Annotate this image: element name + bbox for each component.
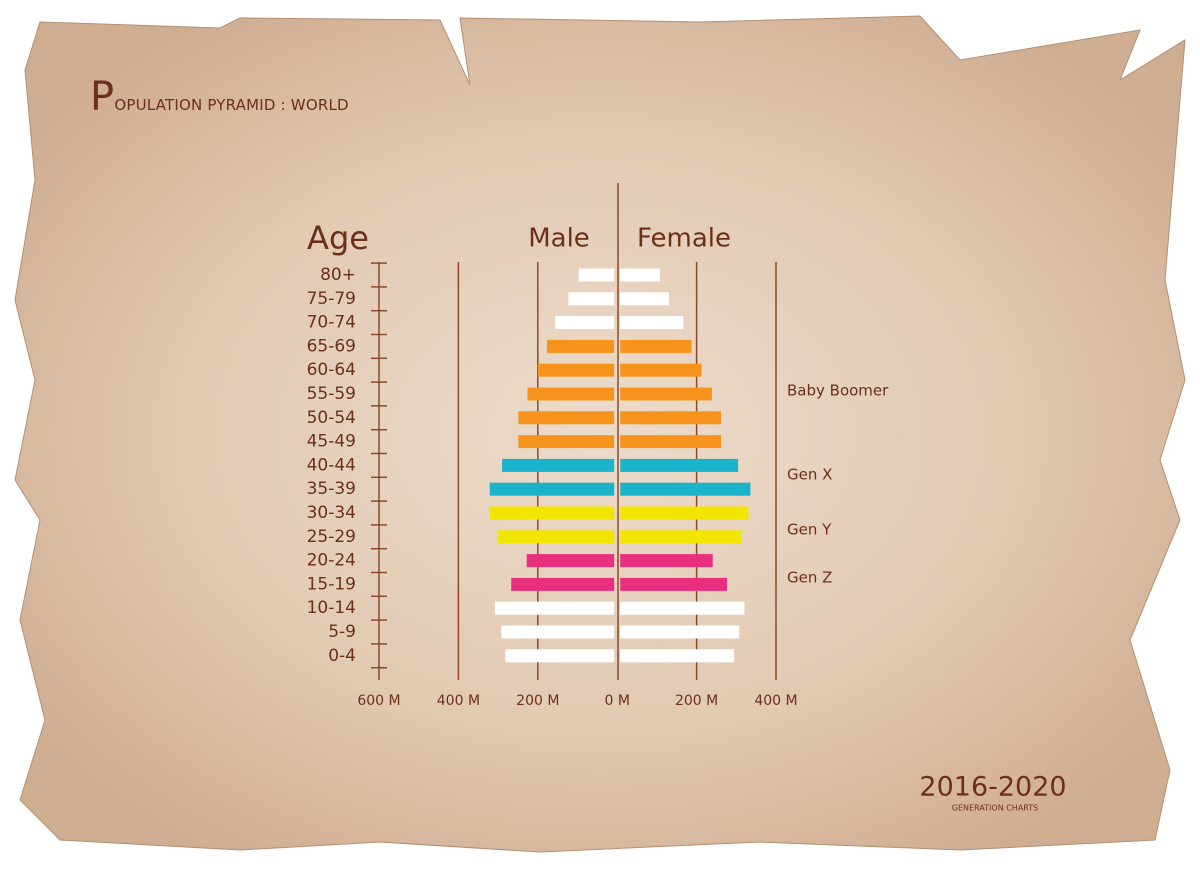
y-tick-label: 5-9 bbox=[328, 622, 356, 642]
y-tick-label: 35-39 bbox=[307, 479, 356, 499]
bar-female bbox=[620, 316, 684, 330]
bar-male bbox=[489, 482, 615, 496]
bar-male bbox=[518, 435, 615, 449]
bar-female bbox=[620, 435, 722, 449]
chart-title: Population Pyramid : World bbox=[90, 74, 349, 120]
annotation: Gen X bbox=[787, 466, 832, 484]
legend-female: Female bbox=[637, 224, 731, 254]
y-tick-label: 10-14 bbox=[307, 598, 356, 618]
x-tick-label: 400 M bbox=[437, 693, 480, 709]
bar-female bbox=[620, 363, 702, 377]
legend-male: Male bbox=[528, 224, 590, 254]
bar-female bbox=[620, 577, 727, 591]
bar-male bbox=[526, 554, 615, 568]
bar-female bbox=[620, 649, 735, 663]
y-tick-label: 30-34 bbox=[307, 503, 356, 523]
x-tick-label: 0 M bbox=[604, 693, 629, 709]
bar-male bbox=[518, 411, 615, 425]
bar-male bbox=[511, 577, 615, 591]
y-tick-label: 65-69 bbox=[307, 336, 356, 356]
bar-male bbox=[505, 649, 615, 663]
bar-male bbox=[494, 601, 615, 615]
annotation: Baby Boomer bbox=[787, 382, 889, 400]
x-tick-label: 400 M bbox=[754, 693, 797, 709]
bar-female bbox=[620, 625, 740, 639]
bar-male bbox=[578, 268, 615, 282]
y-tick-label: 60-64 bbox=[307, 360, 356, 380]
bar-male bbox=[498, 530, 615, 544]
bar-male bbox=[502, 458, 615, 472]
y-tick-label: 15-19 bbox=[307, 574, 356, 594]
y-tick-label: 55-59 bbox=[307, 384, 356, 404]
bar-male bbox=[489, 506, 615, 520]
y-tick-label: 0-4 bbox=[328, 646, 356, 666]
bar-female bbox=[620, 292, 670, 306]
annotation: Gen Y bbox=[787, 521, 832, 539]
bar-male bbox=[555, 316, 615, 330]
bar-female bbox=[620, 554, 713, 568]
bar-female bbox=[620, 601, 745, 615]
bar-female bbox=[620, 339, 692, 353]
y-tick-label: 45-49 bbox=[307, 432, 356, 452]
annotation: Gen Z bbox=[787, 569, 832, 587]
x-tick-label: 200 M bbox=[516, 693, 559, 709]
y-tick-label: 40-44 bbox=[307, 455, 356, 475]
bar-female bbox=[620, 458, 739, 472]
y-axis-title: Age bbox=[307, 219, 369, 257]
x-tick-label: 600 M bbox=[357, 693, 400, 709]
y-tick-label: 80+ bbox=[320, 265, 356, 285]
subtitle: GENERATION CHARTS bbox=[952, 804, 1038, 813]
bar-female bbox=[620, 482, 751, 496]
bar-female bbox=[620, 530, 742, 544]
bar-male bbox=[527, 387, 615, 401]
bar-male bbox=[537, 363, 615, 377]
bar-female bbox=[620, 268, 660, 282]
y-tick-label: 50-54 bbox=[307, 408, 356, 428]
parchment bbox=[14, 15, 1186, 853]
period: 2016-2020 bbox=[919, 772, 1066, 803]
y-tick-label: 75-79 bbox=[307, 289, 356, 309]
y-tick-label: 70-74 bbox=[307, 313, 356, 333]
bar-female bbox=[620, 387, 712, 401]
bar-female bbox=[620, 506, 749, 520]
bar-male bbox=[546, 339, 615, 353]
y-tick-label: 20-24 bbox=[307, 551, 356, 571]
bar-female bbox=[620, 411, 722, 425]
bar-male bbox=[568, 292, 615, 306]
bar-male bbox=[501, 625, 615, 639]
x-tick-label: 200 M bbox=[675, 693, 718, 709]
y-tick-label: 25-29 bbox=[307, 527, 356, 547]
